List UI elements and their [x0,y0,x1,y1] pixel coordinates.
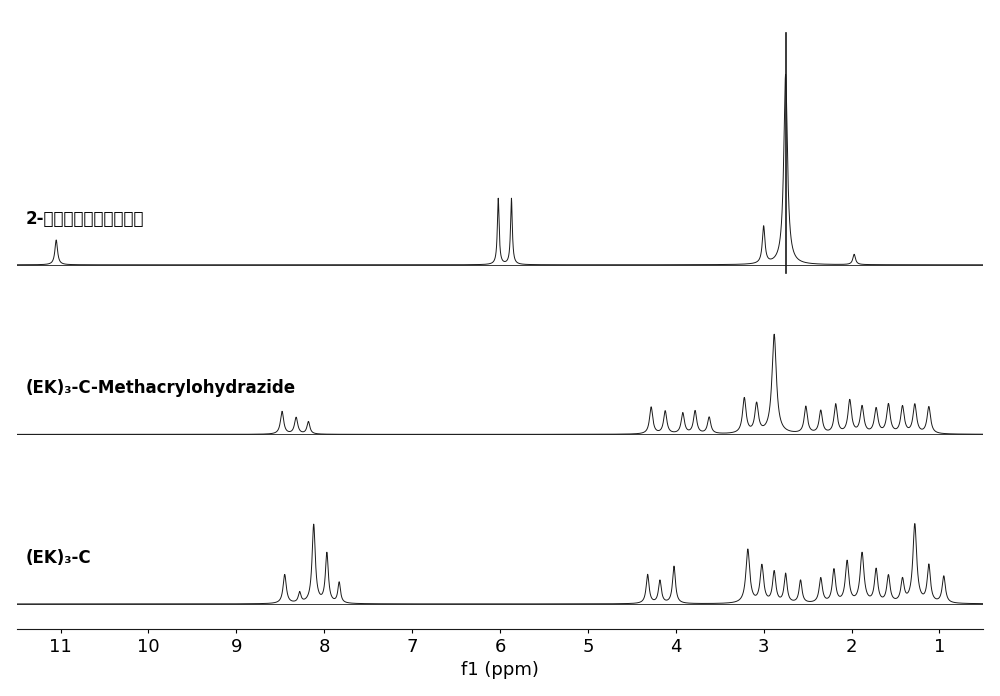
X-axis label: f1 (ppm): f1 (ppm) [461,661,539,679]
Text: (EK)₃-C-Methacrylohydrazide: (EK)₃-C-Methacrylohydrazide [25,379,296,397]
Text: 2-甲基丙烯酰肼渴化氢盐: 2-甲基丙烯酰肼渴化氢盐 [25,209,144,228]
Text: (EK)₃-C: (EK)₃-C [25,548,91,567]
